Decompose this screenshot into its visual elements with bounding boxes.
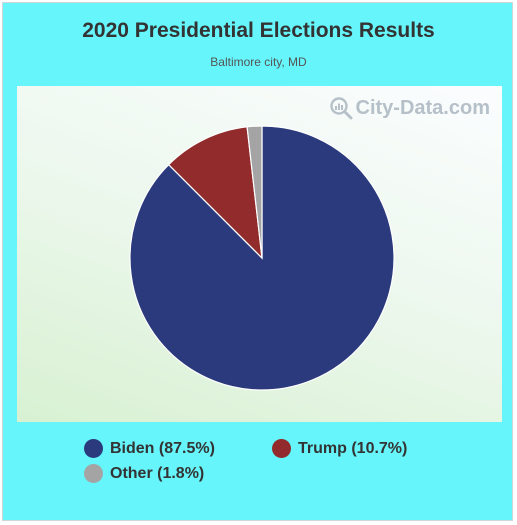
plot-area: City-Data.com	[17, 86, 502, 422]
chart-subtitle: Baltimore city, MD	[210, 55, 307, 69]
magnifier-chart-icon	[329, 97, 353, 120]
legend-item-biden: Biden (87.5%)	[84, 439, 215, 458]
legend-swatch-biden	[84, 439, 103, 458]
legend-item-trump: Trump (10.7%)	[272, 439, 407, 458]
watermark-text: City-Data.com	[355, 96, 490, 119]
legend-label-biden: Biden (87.5%)	[110, 439, 215, 457]
pie-slice-biden	[129, 125, 395, 391]
legend-item-other: Other (1.8%)	[84, 464, 204, 483]
chart-frame: 2020 Presidential Elections Results Balt…	[2, 2, 513, 521]
legend-swatch-trump	[272, 439, 291, 458]
watermark: City-Data.com	[329, 96, 490, 120]
legend-swatch-other	[84, 464, 103, 483]
legend-label-other: Other (1.8%)	[110, 464, 205, 482]
pie-slice-trump	[167, 126, 263, 260]
pie-chart	[129, 125, 395, 391]
legend-label-trump: Trump (10.7%)	[298, 439, 408, 457]
pie-slice-other	[246, 125, 263, 259]
chart-title: 2020 Presidential Elections Results	[82, 19, 435, 42]
